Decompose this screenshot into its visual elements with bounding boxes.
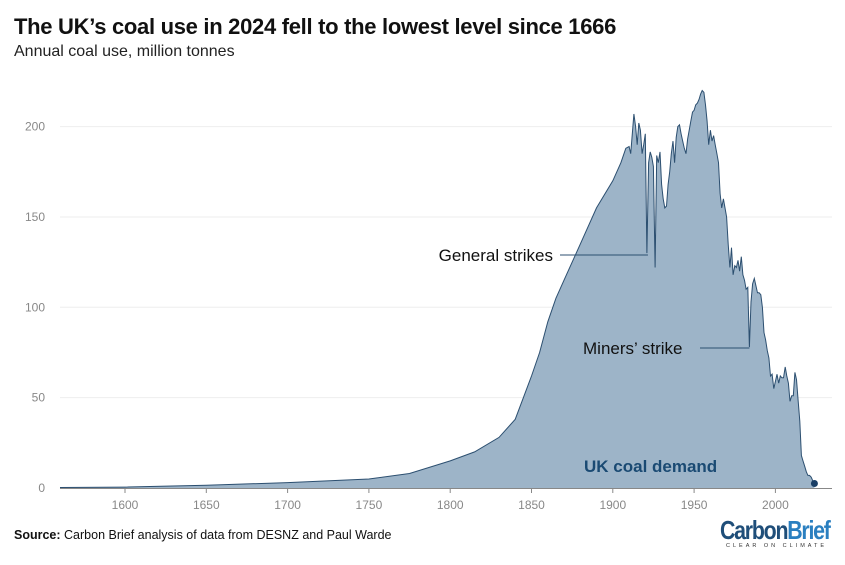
latest-value-dot	[810, 479, 818, 487]
y-tick-label: 50	[32, 391, 46, 405]
x-tick-label: 1800	[437, 498, 464, 512]
y-tick-label: 150	[25, 210, 45, 224]
chart-subtitle: Annual coal use, million tonnes	[14, 43, 235, 60]
x-tick-label: 1900	[599, 498, 626, 512]
general-strikes-label: General strikes	[439, 246, 553, 265]
carbon-brief-logo: CarbonBrief CLEAR ON CLIMATE	[720, 516, 840, 549]
coal-demand-line	[59, 89, 815, 488]
coal-demand-area	[59, 90, 815, 488]
x-tick-label: 1700	[274, 498, 301, 512]
source-label: Source:	[14, 528, 61, 542]
source-text: Carbon Brief analysis of data from DESNZ…	[64, 528, 392, 542]
x-tick-label: 1850	[518, 498, 545, 512]
series-label-uk-coal-demand: UK coal demand	[584, 457, 717, 476]
x-tick-label: 1600	[112, 498, 139, 512]
x-tick-label: 1650	[193, 498, 220, 512]
y-tick-label: 100	[25, 300, 45, 314]
y-tick-label: 200	[25, 120, 45, 134]
logo-name-a: Carbon	[720, 515, 788, 545]
x-tick-label: 1750	[356, 498, 383, 512]
miners-strike-label: Miners’ strike	[583, 339, 683, 358]
source-note: Source: Carbon Brief analysis of data fr…	[14, 528, 392, 542]
y-tick-label: 0	[38, 481, 45, 495]
x-tick-label: 2000	[762, 498, 789, 512]
logo-tagline: CLEAR ON CLIMATE	[726, 543, 828, 549]
chart-title: The UK’s coal use in 2024 fell to the lo…	[14, 14, 617, 39]
x-tick-label: 1950	[681, 498, 708, 512]
logo-name-b: Brief	[787, 515, 831, 545]
